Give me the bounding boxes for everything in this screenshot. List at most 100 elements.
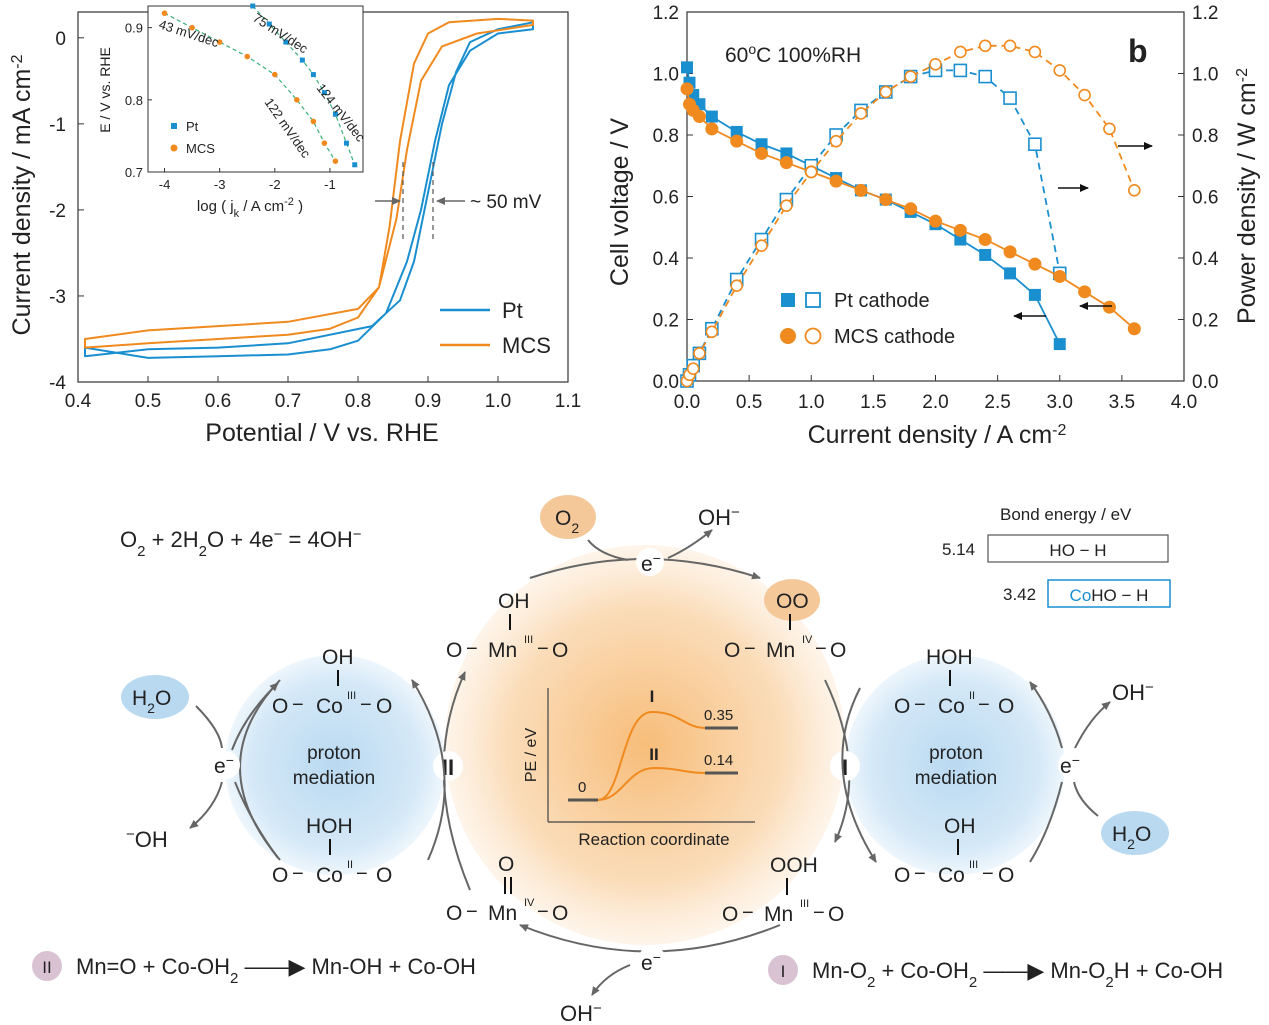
panel-b-xtick-label: 1.5 xyxy=(860,392,886,413)
svg-text:Mn: Mn xyxy=(764,903,793,926)
panel-b-ylabel-left: Cell voltage / V xyxy=(606,118,634,286)
panel-b-xlabel: Current density / A cm-2 xyxy=(808,421,1067,449)
inset-xtick-label: -3 xyxy=(214,177,226,192)
right-electron-node xyxy=(1058,751,1086,779)
oh-right-product: OH− xyxy=(1112,679,1154,706)
panel-b-ylabel-right: Power density / W cm-2 xyxy=(1233,68,1261,324)
point-mcs-power xyxy=(879,85,893,99)
panel-b-series xyxy=(680,39,1141,388)
bond-coho-h-bar xyxy=(1047,579,1171,608)
oh-bottom-product: OH− xyxy=(560,1000,602,1025)
svg-text:IV: IV xyxy=(524,897,535,909)
point-mcs-voltage xyxy=(904,202,918,216)
path-II-label: II xyxy=(649,745,658,764)
inset-point-mcs xyxy=(216,39,223,45)
inset-ticks: -4 -3 -2 -1 0.9 0.8 0.7 xyxy=(125,21,336,192)
svg-text:O: O xyxy=(722,903,738,926)
svg-text:O: O xyxy=(376,864,392,887)
point-mcs-voltage xyxy=(829,174,843,188)
point-mcs-power xyxy=(954,45,967,59)
path-I-label: I xyxy=(650,687,655,706)
path-I xyxy=(597,710,706,801)
inset-point-pt xyxy=(250,3,256,9)
point-mcs-power xyxy=(755,239,768,252)
panel-b-label: b xyxy=(1128,33,1148,69)
point-pt-voltage xyxy=(705,110,718,123)
point-mcs-voltage xyxy=(1078,285,1092,299)
svg-text:−: − xyxy=(815,638,827,660)
svg-text:O: O xyxy=(998,695,1014,718)
svg-text:O: O xyxy=(998,864,1014,887)
inset-ytick-label: 0.7 xyxy=(125,165,143,180)
point-mcs-voltage xyxy=(779,156,793,170)
panel-a-ytick-label: -3 xyxy=(49,287,66,308)
inset-point-mcs xyxy=(294,97,300,103)
svg-text:OH: OH xyxy=(498,590,530,613)
svg-text:Co: Co xyxy=(938,864,965,887)
panel-a-ytick-label: -1 xyxy=(49,115,66,136)
panel-b-ytick-left-label: 1.0 xyxy=(653,65,679,86)
panel-b-ytick-left-label: 0.2 xyxy=(653,311,679,332)
svg-text:Mn: Mn xyxy=(488,902,517,925)
inset-point-pt xyxy=(352,162,358,168)
point-mcs-voltage xyxy=(1028,257,1042,271)
inset-ytick-label: 0.9 xyxy=(125,21,143,36)
inset-xtick-label: -2 xyxy=(269,177,281,192)
h2o-right-bubble xyxy=(1101,811,1169,855)
bond-energy-title: Bond energy / eV xyxy=(1000,505,1132,524)
panel-a-cv-chart: 0.4 0.5 0.6 0.7 0.8 0.9 1.0 1.1 0 -1 -2 -3 -4 Potent… xyxy=(8,3,581,447)
top-electron-node xyxy=(636,548,664,576)
point-pt-voltage xyxy=(979,248,992,261)
point-mcs-power xyxy=(686,362,700,376)
co-iii-oh-right: OH O − Co III − O xyxy=(894,815,1014,887)
point-mcs-power xyxy=(904,70,917,83)
svg-text:−: − xyxy=(356,863,368,885)
legend-mcs-filled xyxy=(780,328,796,344)
panel-a-ytick-label: -2 xyxy=(49,201,66,222)
point-pt-voltage xyxy=(1004,267,1017,280)
panel-a-xtick-label: 0.5 xyxy=(135,391,161,412)
svg-text:O: O xyxy=(894,864,910,887)
panel-a-ticks: 0.4 0.5 0.6 0.7 0.8 0.9 1.0 1.1 0 -1 -2 -3 -4 xyxy=(49,29,581,412)
panel-b-ytick-right-label: 0.2 xyxy=(1192,311,1218,332)
mn-iii-ooh: OOH O − Mn III − O xyxy=(722,854,844,926)
panel-b-xtick-label: 0.0 xyxy=(674,392,700,413)
co-ii-hoh-left: HOH O − Co II − O xyxy=(272,815,392,887)
panel-b-conditions: 60oC 100%RH xyxy=(725,41,861,67)
panel-b-xtick-label: 3.5 xyxy=(1109,392,1135,413)
bottom-electron: e− xyxy=(641,949,661,975)
panel-b-ytick-right-label: 0.0 xyxy=(1192,372,1218,393)
point-mcs-power xyxy=(829,134,843,148)
bond-ho-h-value: 5.14 xyxy=(942,540,975,559)
svg-text:OH: OH xyxy=(944,815,976,838)
inset-point-mcs xyxy=(310,118,317,125)
svg-text:−: − xyxy=(466,638,478,660)
svg-text:Mn: Mn xyxy=(488,639,517,662)
svg-text:III: III xyxy=(969,859,978,871)
badge-i-label: I xyxy=(781,962,786,981)
point-mcs-voltage xyxy=(1053,269,1067,283)
svg-text:O: O xyxy=(830,639,846,662)
proton-mediation-left-1: proton xyxy=(307,743,361,764)
point-mcs-power xyxy=(929,57,942,71)
svg-text:−: − xyxy=(466,901,478,923)
panel-b-ytick-left-label: 0.6 xyxy=(653,188,679,209)
top-electron: e− xyxy=(641,550,661,576)
svg-text:OH: OH xyxy=(322,646,354,669)
panel-a-xtick-label: 1.1 xyxy=(555,391,581,412)
step-ii-node xyxy=(433,751,463,781)
inset-xtick-label: -1 xyxy=(324,177,336,192)
svg-text:IV: IV xyxy=(802,634,813,646)
h2o-right: H2O xyxy=(1112,823,1151,852)
point-pt-power xyxy=(953,63,968,78)
panel-b-xtick-label: 0.5 xyxy=(736,392,762,413)
co-ii-hoh-right: HOH O − Co II − O xyxy=(894,646,1014,718)
svg-text:Co: Co xyxy=(938,695,965,718)
svg-text:OOH: OOH xyxy=(770,854,818,877)
svg-text:Mn: Mn xyxy=(766,639,795,662)
point-mcs-voltage xyxy=(755,146,769,160)
panel-b-fuel-cell-chart: 0.0 0.5 1.0 1.5 2.0 2.5 3.0 3.5 4.00.0 0.00.2 0.20… xyxy=(606,3,1261,449)
svg-text:−: − xyxy=(914,694,926,716)
svg-text:III: III xyxy=(347,690,356,702)
inset-point-mcs xyxy=(189,24,195,31)
